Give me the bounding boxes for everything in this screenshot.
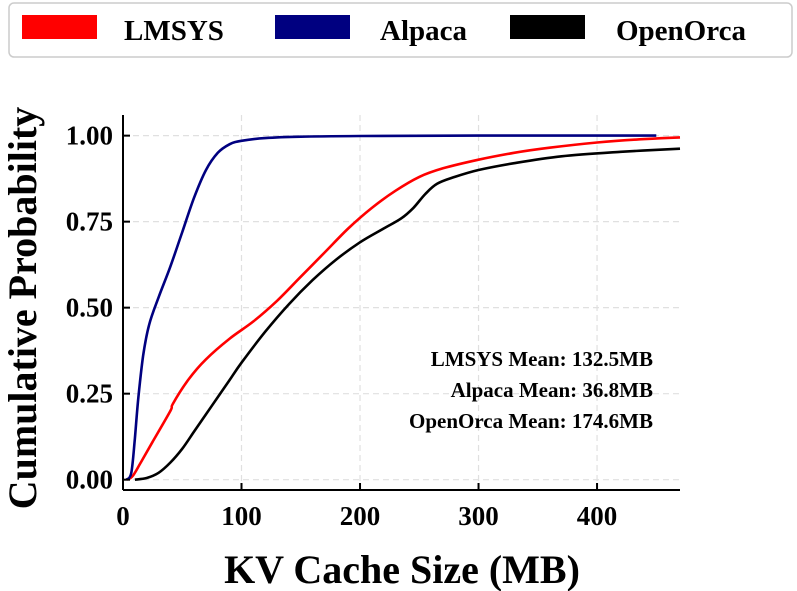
x-tick-label: 200	[340, 501, 381, 531]
legend-frame	[8, 2, 793, 58]
series-lines	[125, 134, 681, 481]
x-axis-title: KV Cache Size (MB)	[224, 547, 580, 591]
legend-swatch-alpaca	[275, 15, 350, 39]
series-line-openorca	[134, 147, 681, 481]
y-tick-label: 1.00	[66, 121, 113, 151]
y-axis-title: Cumulative Probability	[0, 107, 45, 510]
x-tick-label: 400	[577, 501, 618, 531]
series-line-lmsys	[125, 136, 681, 481]
y-ticks: 0.00 0.25 0.50 0.75 1.00	[66, 121, 130, 495]
x-ticks: 0 100 200 300 400	[116, 483, 617, 531]
legend: LMSYS Alpaca OpenOrca	[8, 2, 793, 58]
annotation-alpaca-mean: Alpaca Mean: 36.8MB	[451, 378, 653, 402]
annotation-openorca-mean: OpenOrca Mean: 174.6MB	[409, 409, 653, 433]
axes	[122, 115, 680, 491]
legend-swatch-openorca	[510, 15, 585, 39]
legend-label-lmsys: LMSYS	[124, 15, 224, 47]
y-tick-label: 0.25	[66, 379, 113, 409]
legend-label-alpaca: Alpaca	[380, 15, 468, 47]
x-tick-label: 100	[221, 501, 262, 531]
y-tick-label: 0.00	[66, 465, 113, 495]
y-tick-label: 0.50	[66, 293, 113, 323]
x-tick-label: 0	[116, 501, 130, 531]
x-tick-label: 300	[458, 501, 499, 531]
annotation-lmsys-mean: LMSYS Mean: 132.5MB	[431, 347, 653, 371]
legend-label-openorca: OpenOrca	[616, 15, 746, 47]
series-line-alpaca	[125, 134, 657, 481]
y-tick-label: 0.75	[66, 207, 113, 237]
mean-annotations: LMSYS Mean: 132.5MB Alpaca Mean: 36.8MB …	[409, 347, 653, 433]
legend-swatch-lmsys	[22, 15, 97, 39]
